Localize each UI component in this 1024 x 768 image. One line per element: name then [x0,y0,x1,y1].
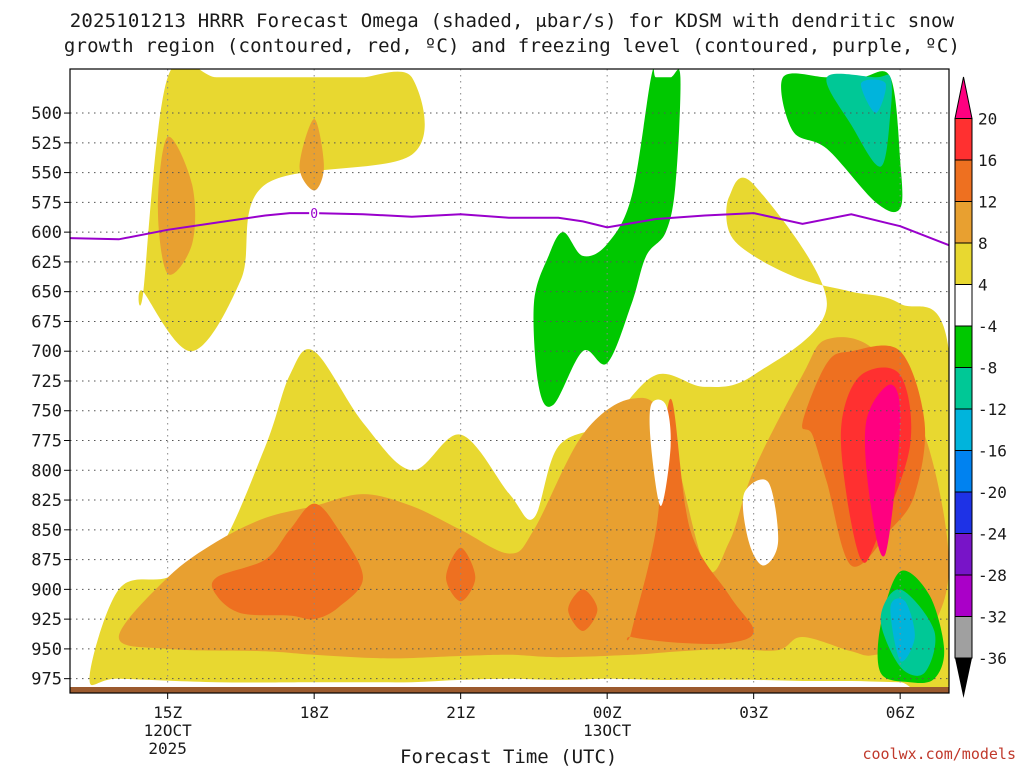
omega-region-14 [533,69,681,407]
colorbar: 20 16 12 8 4 -4 -8 -12 -16 -20 -24 -28 -32 -36 [954,76,1007,698]
colorbar-label-9: -20 [978,483,1007,502]
credit-link[interactable]: coolwx.com/models [862,745,1016,763]
colorbar-swatch-10 [954,491,973,534]
y-tick-label-700: 700 [31,342,62,362]
y-tick-label-750: 750 [31,402,62,422]
colorbar-swatch-7 [954,367,973,410]
colorbar-swatch-5 [954,284,973,327]
colorbar-label-3: 8 [978,234,988,253]
colorbar-label-8: -16 [978,442,1007,461]
colorbar-label-6: -8 [978,359,997,378]
y-tick-label-900: 900 [31,580,62,600]
omega-region-7 [568,589,598,631]
omega-region-5 [211,503,363,620]
x-tick-year-15Z: 2025 [148,739,187,758]
y-tick-label-825: 825 [31,491,62,511]
omega-region-0 [138,69,425,352]
colorbar-label-11: -28 [978,566,1007,585]
x-tick-sublabel-00Z: 13OCT [583,721,632,740]
y-tick-label-675: 675 [31,312,62,332]
x-tick-label-06Z: 06Z [886,703,915,722]
y-axis: 500 525 550 575 600 625 650 675 700 725 750 775 800 8… [31,104,70,690]
omega-region-12 [649,399,671,506]
colorbar-swatch-13 [954,616,973,659]
colorbar-swatch-3 [954,201,973,244]
freezing-level-line [70,212,949,247]
colorbar-label-4: 4 [978,276,988,295]
y-tick-label-625: 625 [31,253,62,273]
y-tick-label-500: 500 [31,104,62,124]
colorbar-label-1: 16 [978,151,997,170]
chart-title-line-1: 2025101213 HRRR Forecast Omega (shaded, … [69,10,955,32]
omega-region-11 [864,384,901,557]
grid-lines [70,69,949,687]
colorbar-label-12: -32 [978,608,1007,627]
colorbar-swatch-11 [954,533,973,576]
x-axis-title: Forecast Time (UTC) [400,746,618,768]
x-tick-label-00Z: 00Z [593,703,622,722]
colorbar-label-2: 12 [978,193,997,212]
colorbar-label-13: -36 [978,649,1007,668]
ground-surface-bar [70,687,949,693]
x-tick-label-15Z: 15Z [153,703,182,722]
x-tick-label-21Z: 21Z [446,703,475,722]
colorbar-label-7: -12 [978,400,1007,419]
freezing-label-bg [309,206,320,220]
colorbar-bottom-arrow [955,658,972,698]
chart-title-line-2: growth region (contoured, red, ºC) and f… [63,35,961,57]
colorbar-swatch-9 [954,450,973,493]
colorbar-swatch-4 [954,242,973,285]
y-tick-label-850: 850 [31,521,62,541]
y-tick-label-975: 975 [31,670,62,690]
omega-region-19 [890,598,915,662]
y-tick-label-925: 925 [31,610,62,630]
omega-region-8 [626,398,754,645]
y-tick-label-875: 875 [31,551,62,571]
x-tick-label-18Z: 18Z [300,703,329,722]
y-tick-label-600: 600 [31,223,62,243]
colorbar-swatch-6 [954,325,973,368]
y-tick-label-575: 575 [31,193,62,213]
y-tick-label-550: 550 [31,164,62,184]
freezing-level-label: 0 [310,207,318,222]
colorbar-swatch-12 [954,574,973,617]
omega-region-20 [860,79,886,114]
x-tick-sublabel-15Z: 12OCT [144,721,193,740]
colorbar-swatch-2 [954,159,973,202]
y-tick-label-775: 775 [31,432,62,452]
omega-region-13 [742,479,779,566]
freezing-level-layer: 0 [70,206,949,247]
y-tick-label-800: 800 [31,461,62,481]
colorbar-label-5: -4 [978,317,997,336]
colorbar-label-0: 20 [978,110,997,129]
y-tick-label-725: 725 [31,372,62,392]
y-tick-label-650: 650 [31,283,62,303]
omega-region-2 [299,119,324,191]
colorbar-swatch-1 [954,118,973,161]
plot-area: 0 [69,68,950,694]
colorbar-swatch-0 [954,76,973,119]
colorbar-label-10: -24 [978,525,1007,544]
y-tick-label-525: 525 [31,134,62,154]
y-tick-label-950: 950 [31,640,62,660]
colorbar-swatch-8 [954,408,973,451]
x-tick-label-03Z: 03Z [739,703,768,722]
